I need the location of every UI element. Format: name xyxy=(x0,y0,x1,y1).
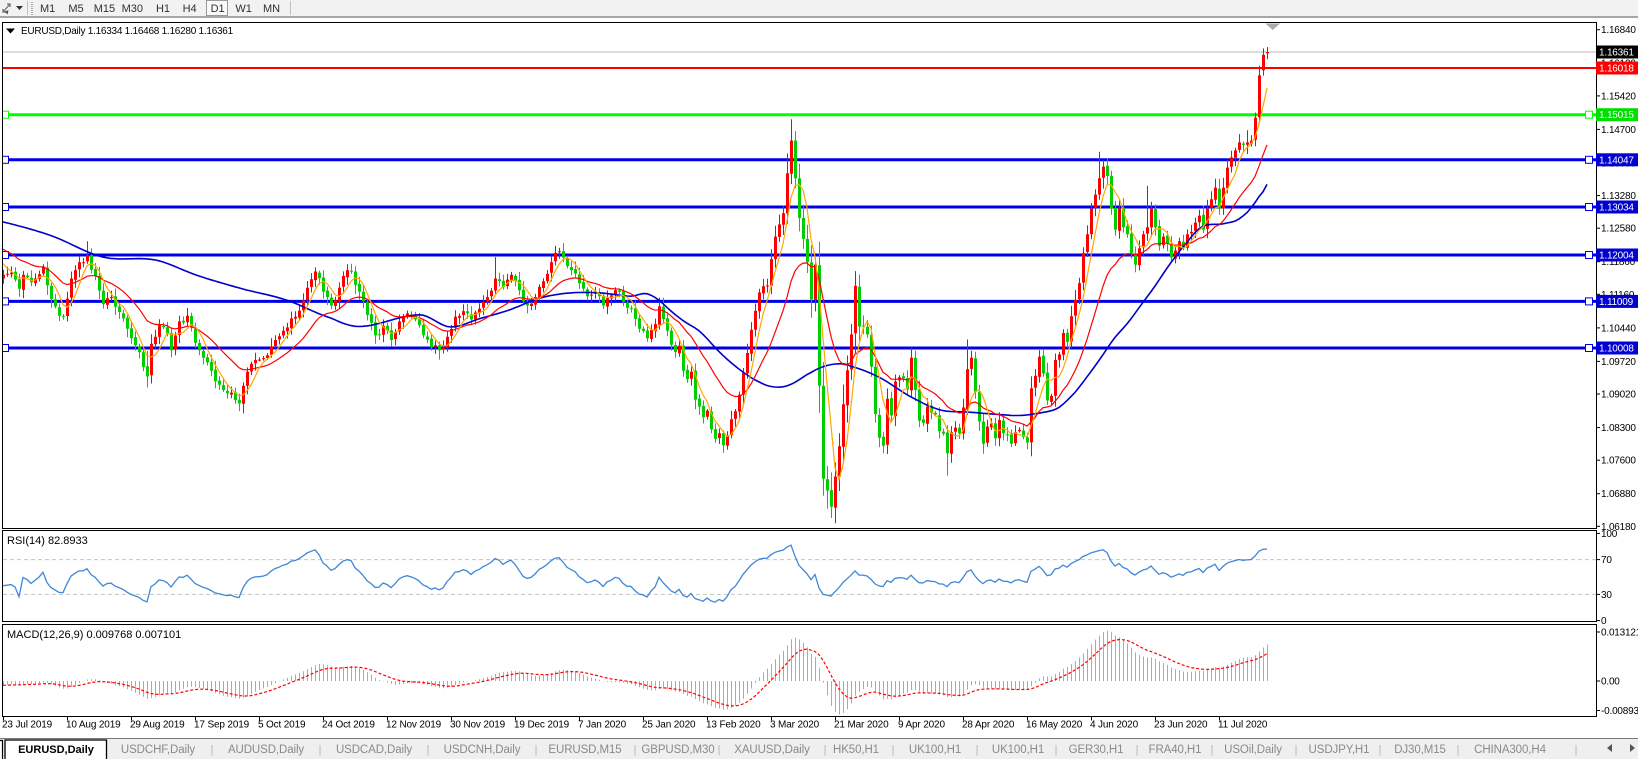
svg-text:|: | xyxy=(892,744,895,756)
svg-text:USDCAD,Daily: USDCAD,Daily xyxy=(336,744,412,756)
svg-text:23 Jul 2019: 23 Jul 2019 xyxy=(2,720,53,731)
svg-text:29 Aug 2019: 29 Aug 2019 xyxy=(130,720,185,731)
svg-text:|: | xyxy=(1211,744,1214,756)
svg-text:GBPUSD,M30: GBPUSD,M30 xyxy=(641,744,714,756)
svg-text:1.16018: 1.16018 xyxy=(1599,64,1634,75)
svg-text:1.09720: 1.09720 xyxy=(1601,357,1636,368)
svg-text:1.11009: 1.11009 xyxy=(1599,297,1634,308)
svg-text:1.16361: 1.16361 xyxy=(1599,48,1634,59)
svg-text:1.08300: 1.08300 xyxy=(1601,423,1636,434)
svg-text:12 Nov 2019: 12 Nov 2019 xyxy=(386,720,442,731)
svg-text:UK100,H1: UK100,H1 xyxy=(909,744,961,756)
svg-text:25 Jan 2020: 25 Jan 2020 xyxy=(642,720,696,731)
svg-text:1.12004: 1.12004 xyxy=(1599,251,1634,262)
svg-text:1.07600: 1.07600 xyxy=(1601,456,1636,467)
svg-text:|: | xyxy=(634,744,637,756)
svg-text:5 Oct 2019: 5 Oct 2019 xyxy=(258,720,306,731)
svg-text:H4: H4 xyxy=(183,3,197,15)
svg-text:W1: W1 xyxy=(235,3,252,15)
svg-text:|: | xyxy=(427,744,430,756)
svg-text:23 Jun 2020: 23 Jun 2020 xyxy=(1154,720,1208,731)
svg-text:11 Jul 2020: 11 Jul 2020 xyxy=(1218,720,1268,731)
svg-text:1.14700: 1.14700 xyxy=(1601,125,1636,136)
svg-text:DJ30,M15: DJ30,M15 xyxy=(1394,744,1446,756)
svg-text:CHINA300,H4: CHINA300,H4 xyxy=(1474,744,1546,756)
svg-text:UK100,H1: UK100,H1 xyxy=(992,744,1044,756)
svg-text:|: | xyxy=(1136,744,1139,756)
svg-text:D1: D1 xyxy=(211,3,225,15)
svg-text:1.10008: 1.10008 xyxy=(1599,344,1634,355)
svg-text:M15: M15 xyxy=(94,3,115,15)
svg-text:USDJPY,H1: USDJPY,H1 xyxy=(1309,744,1370,756)
svg-text:17 Sep 2019: 17 Sep 2019 xyxy=(194,720,250,731)
svg-text:3 Mar 2020: 3 Mar 2020 xyxy=(770,720,820,731)
svg-text:28 Apr 2020: 28 Apr 2020 xyxy=(962,720,1015,731)
svg-text:-0.008933: -0.008933 xyxy=(1601,706,1638,717)
svg-text:1.06880: 1.06880 xyxy=(1601,489,1636,500)
svg-text:100: 100 xyxy=(1601,529,1618,540)
svg-text:70: 70 xyxy=(1601,555,1612,566)
svg-text:1.06180: 1.06180 xyxy=(1601,522,1636,533)
svg-text:HK50,H1: HK50,H1 xyxy=(833,744,879,756)
svg-text:1.09020: 1.09020 xyxy=(1601,390,1636,401)
svg-text:1.13280: 1.13280 xyxy=(1601,191,1636,202)
svg-text:|: | xyxy=(718,744,721,756)
svg-text:M1: M1 xyxy=(40,3,55,15)
svg-text:1.15420: 1.15420 xyxy=(1601,91,1636,102)
svg-text:EURUSD,Daily 1.16334 1.16468: EURUSD,Daily 1.16334 1.16468 1.16280 1.1… xyxy=(21,26,234,37)
svg-text:4 Jun 2020: 4 Jun 2020 xyxy=(1090,720,1139,731)
svg-text:|: | xyxy=(319,744,322,756)
svg-text:|: | xyxy=(1055,744,1058,756)
svg-text:13 Feb 2020: 13 Feb 2020 xyxy=(706,720,761,731)
svg-text:1.14047: 1.14047 xyxy=(1599,155,1634,166)
svg-text:24 Oct 2019: 24 Oct 2019 xyxy=(322,720,375,731)
svg-text:XAUUSD,Daily: XAUUSD,Daily xyxy=(734,744,810,756)
svg-text:10 Aug 2019: 10 Aug 2019 xyxy=(66,720,121,731)
svg-text:21 Mar 2020: 21 Mar 2020 xyxy=(834,720,889,731)
svg-text:1.10440: 1.10440 xyxy=(1601,323,1636,334)
svg-text:7 Jan 2020: 7 Jan 2020 xyxy=(578,720,627,731)
svg-text:|: | xyxy=(1379,744,1382,756)
svg-text:16 May 2020: 16 May 2020 xyxy=(1026,720,1083,731)
svg-text:19 Dec 2019: 19 Dec 2019 xyxy=(514,720,570,731)
svg-text:|: | xyxy=(1295,744,1298,756)
svg-text:FRA40,H1: FRA40,H1 xyxy=(1149,744,1202,756)
svg-text:H1: H1 xyxy=(156,3,170,15)
svg-text:9 Apr 2020: 9 Apr 2020 xyxy=(898,720,945,731)
svg-text:MN: MN xyxy=(263,3,280,15)
svg-text:0.00: 0.00 xyxy=(1601,677,1620,688)
svg-text:|: | xyxy=(976,744,979,756)
svg-text:|: | xyxy=(824,744,827,756)
svg-text:M5: M5 xyxy=(68,3,83,15)
svg-text:0: 0 xyxy=(1601,616,1607,627)
svg-text:RSI(14) 82.8933: RSI(14) 82.8933 xyxy=(7,535,88,547)
svg-text:USOil,Daily: USOil,Daily xyxy=(1224,744,1282,756)
svg-text:1.15015: 1.15015 xyxy=(1599,110,1634,121)
svg-text:USDCHF,Daily: USDCHF,Daily xyxy=(121,744,196,756)
svg-text:USDCNH,Daily: USDCNH,Daily xyxy=(444,744,521,756)
svg-text:EURUSD,M15: EURUSD,M15 xyxy=(548,744,621,756)
svg-text:0.013121: 0.013121 xyxy=(1601,628,1638,639)
svg-text:30 Nov 2019: 30 Nov 2019 xyxy=(450,720,506,731)
svg-text:1.16840: 1.16840 xyxy=(1601,25,1636,36)
svg-text:|: | xyxy=(1457,744,1460,756)
svg-text:MACD(12,26,9) 0.009768 0.00710: MACD(12,26,9) 0.009768 0.007101 xyxy=(7,629,181,641)
svg-text:AUDUSD,Daily: AUDUSD,Daily xyxy=(228,744,304,756)
svg-text:30: 30 xyxy=(1601,590,1612,601)
svg-text:|: | xyxy=(1575,744,1578,756)
svg-text:EURUSD,Daily: EURUSD,Daily xyxy=(18,744,95,756)
svg-text:M30: M30 xyxy=(122,3,143,15)
svg-text:1.11860: 1.11860 xyxy=(1601,257,1636,268)
svg-text:|: | xyxy=(535,744,538,756)
svg-text:1.13034: 1.13034 xyxy=(1599,203,1634,214)
svg-text:1.12580: 1.12580 xyxy=(1601,224,1636,235)
svg-text:|: | xyxy=(211,744,214,756)
svg-text:GER30,H1: GER30,H1 xyxy=(1069,744,1124,756)
